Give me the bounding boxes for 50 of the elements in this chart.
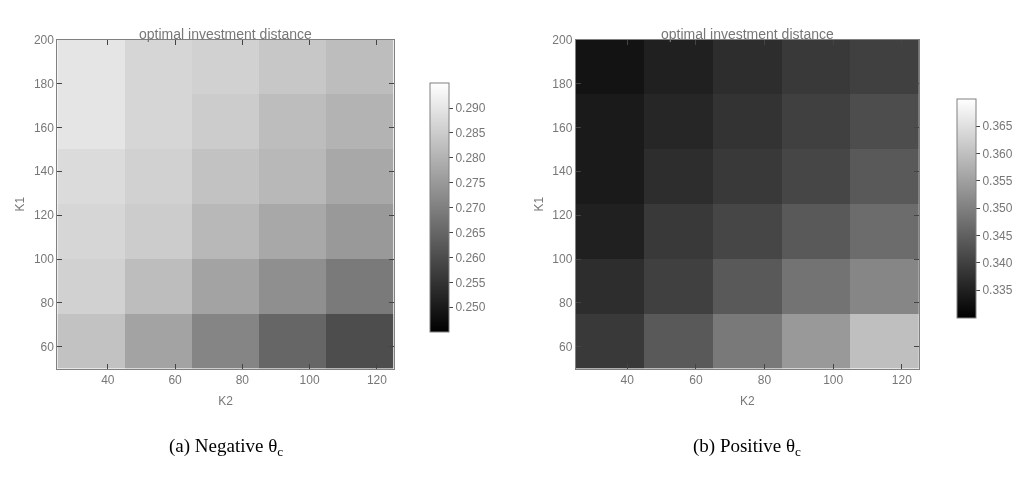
- y-tick-label: 80: [558, 296, 573, 311]
- x-tick-label: 40: [101, 373, 115, 388]
- x-tick-label: 120: [366, 373, 388, 388]
- color-bar-label: 0.350: [982, 201, 1013, 216]
- text: (a) Negative θ$_{c}$: [169, 435, 284, 459]
- color-bar-label: 0.365: [982, 119, 1013, 134]
- y-tick-label: 120: [552, 208, 573, 223]
- color-bar-label: 0.290: [455, 101, 486, 116]
- color-bar-label: 0.275: [455, 175, 486, 190]
- x-tick-label: 60: [689, 373, 703, 388]
- x-tick-label: 40: [620, 373, 635, 388]
- color-bar-label: 0.335: [982, 283, 1013, 298]
- y-tick-label: 200: [552, 32, 573, 47]
- chart-title: optimal investment distance: [139, 26, 312, 42]
- y-tick-label: 100: [552, 252, 573, 267]
- y-tick-label: 140: [33, 164, 55, 179]
- color-bar-label: 0.360: [982, 146, 1013, 161]
- color-bar-label: 0.250: [455, 300, 486, 315]
- y-tick-label: 140: [552, 164, 573, 179]
- x-tick-label: 60: [168, 373, 183, 388]
- color-bar-label: 0.285: [455, 126, 486, 141]
- x-tick-label: 80: [757, 373, 772, 388]
- color-bar-label: 0.355: [982, 173, 1013, 188]
- y-tick-label: 120: [33, 208, 55, 223]
- x-axis-title: K2: [740, 394, 756, 409]
- x-tick-label: 120: [891, 373, 913, 388]
- y-axis-title: K1: [13, 196, 28, 212]
- y-tick-label: 180: [552, 76, 573, 91]
- text: (b) Positive θ$_{c}$: [693, 435, 801, 459]
- color-bar-label: 0.345: [982, 228, 1013, 243]
- y-tick-label: 60: [40, 340, 55, 355]
- y-tick-label: 80: [40, 296, 55, 311]
- y-tick-label: 60: [558, 340, 573, 355]
- x-tick-label: 100: [299, 373, 320, 388]
- x-tick-label: 100: [823, 373, 844, 388]
- x-axis-title: K2: [218, 394, 234, 409]
- y-tick-label: 200: [33, 32, 55, 47]
- y-tick-label: 100: [33, 252, 55, 267]
- color-bar-label: 0.270: [455, 200, 486, 215]
- color-bar-label: 0.265: [455, 225, 486, 240]
- color-bar-label: 0.260: [455, 250, 486, 265]
- y-tick-label: 160: [552, 120, 573, 135]
- x-tick-label: 80: [235, 373, 250, 388]
- color-bar-label: 0.280: [455, 151, 486, 166]
- y-tick-label: 180: [33, 76, 55, 91]
- y-tick-label: 160: [33, 120, 55, 135]
- chart-title: optimal investment distance: [661, 26, 834, 42]
- color-bar-label: 0.255: [455, 275, 486, 290]
- y-axis-title: K1: [531, 196, 546, 212]
- color-bar-label: 0.340: [982, 256, 1013, 271]
